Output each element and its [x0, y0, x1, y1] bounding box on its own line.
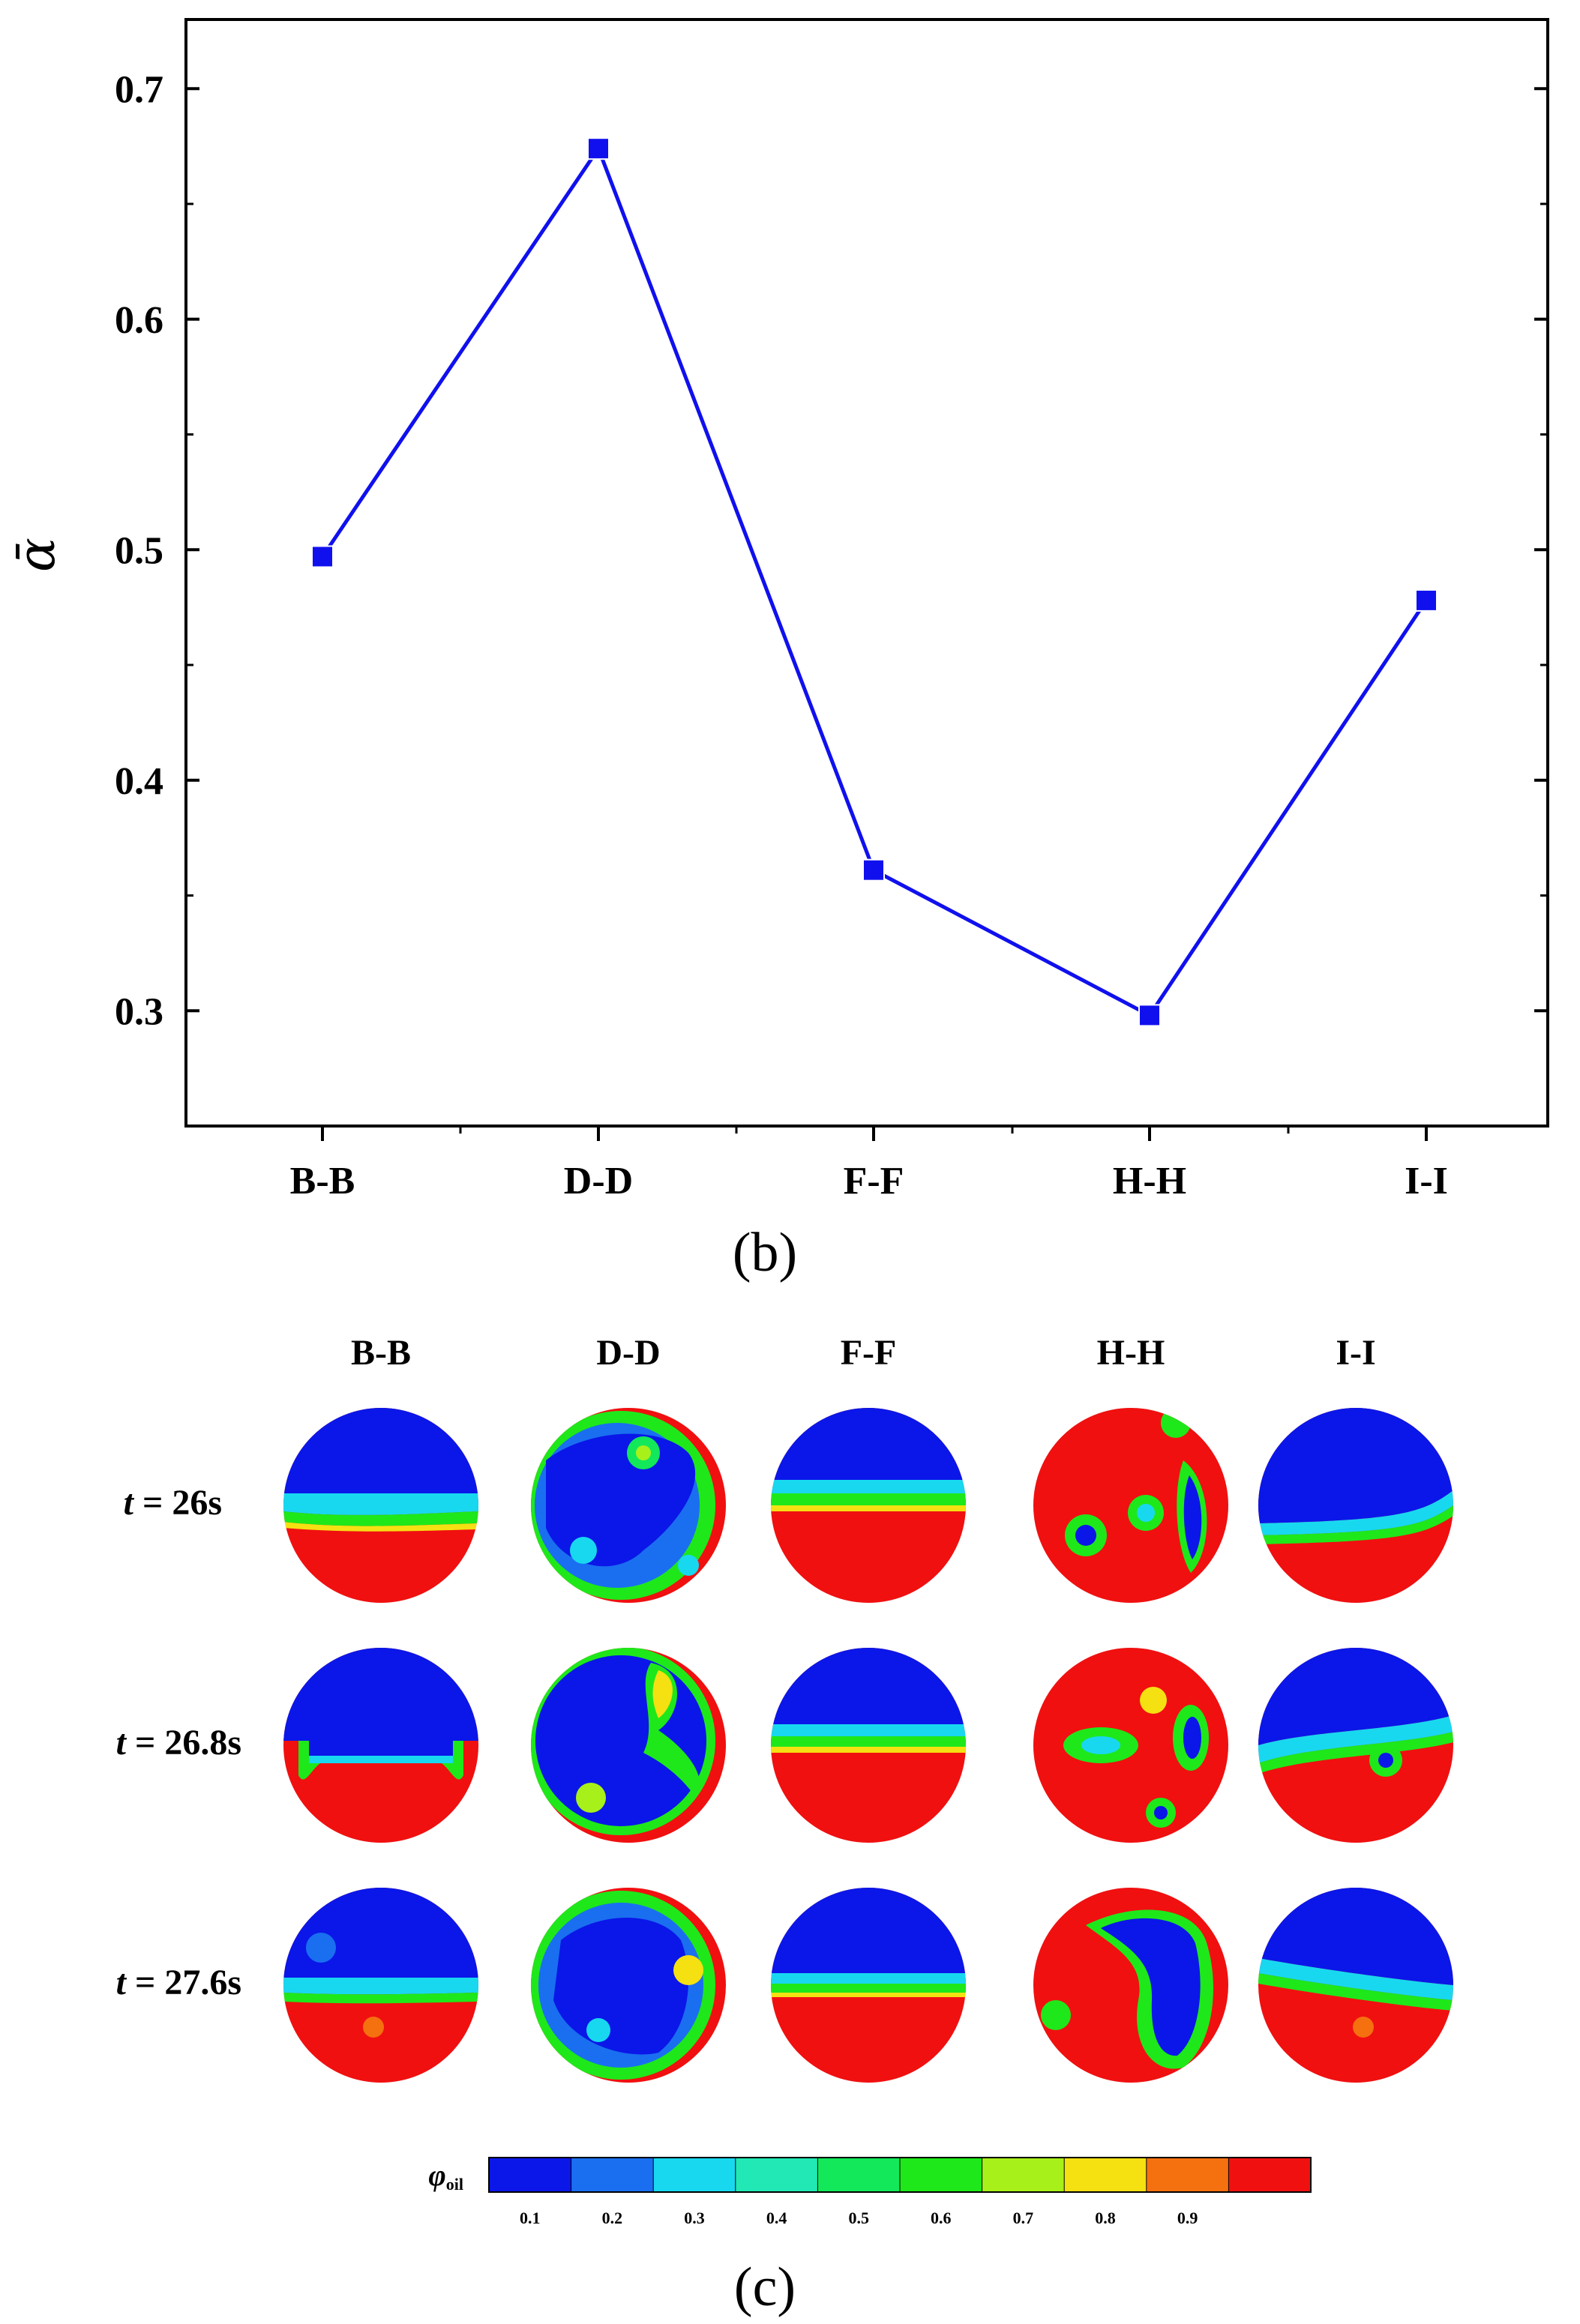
field-bb-t26-8: [283, 1648, 478, 1843]
column-label-hh: H-H: [1097, 1333, 1165, 1373]
row-label-t27-6: t = 27.6s: [116, 1963, 241, 2002]
y-tick-label: 0.7: [115, 68, 163, 111]
column-label-bb: B-B: [351, 1333, 411, 1373]
colorbar-label: φoil: [428, 2158, 463, 2194]
y-tick-label: 0.5: [115, 529, 163, 572]
field-hh-t26-8: [1033, 1648, 1228, 1843]
x-tick-label: B-B: [290, 1160, 355, 1202]
data-point-bb: [311, 545, 334, 568]
y-axis-label: ᾱ: [7, 538, 67, 572]
y-tick-label: 0.6: [115, 299, 163, 342]
colorbar-swatch: [1064, 2158, 1147, 2192]
colorbar-tick-label: 0.8: [1095, 2209, 1116, 2227]
field-ii-t27-6: [1258, 1888, 1453, 2083]
row-label-t26: t = 26s: [124, 1483, 222, 1523]
data-point-hh: [1138, 1004, 1161, 1027]
phase-contour-panel: B-B D-D F-F H-H I-I t = 26s t = 26.8s t …: [116, 1333, 1453, 2318]
data-point-ii: [1415, 588, 1438, 612]
colorbar-swatch: [571, 2158, 654, 2192]
colorbar-frame: [488, 2157, 1312, 2193]
colorbar-tick-label: 0.7: [1013, 2209, 1034, 2227]
y-axis: 0.3 0.4 0.5 0.6 0.7: [115, 68, 1548, 1033]
colorbar-swatch: [900, 2158, 983, 2192]
y-tick-label: 0.3: [115, 990, 163, 1033]
x-tick-label: D-D: [564, 1160, 633, 1202]
column-label-ii: I-I: [1336, 1333, 1375, 1373]
colorbar-swatch: [735, 2158, 818, 2192]
colorbar-tick-label: 0.5: [848, 2209, 869, 2227]
colorbar-swatch: [982, 2158, 1065, 2192]
colorbar-swatch: [1146, 2158, 1229, 2192]
colorbar-tick-label: 0.3: [684, 2209, 705, 2227]
field-ff-t26-8: [771, 1648, 966, 1843]
x-axis: B-B D-D F-F H-H I-I: [290, 1126, 1448, 1202]
field-hh-t26: [1033, 1408, 1228, 1603]
data-point-ff: [862, 858, 885, 882]
colorbar-tick-label: 0.1: [520, 2209, 541, 2227]
field-bb-t26: [283, 1408, 478, 1603]
colorbar-swatch: [1228, 2158, 1312, 2192]
row-label-t26-8: t = 26.8s: [116, 1723, 241, 1762]
column-label-ff: F-F: [841, 1333, 897, 1373]
y-tick-label: 0.4: [115, 760, 163, 803]
field-ff-t26: [771, 1408, 966, 1603]
colorbar-swatch: [817, 2158, 901, 2192]
colorbar-tick-label: 0.4: [766, 2209, 787, 2227]
colorbar: 0.1 0.2 0.3 0.4 0.5 0.6 0.7 0.8 0.9: [488, 2157, 1312, 2227]
field-bb-t27-6: [283, 1888, 478, 2083]
panel-label-b: (b): [733, 1222, 797, 1283]
field-ii-t26-8: [1258, 1648, 1453, 1843]
colorbar-swatch: [653, 2158, 736, 2192]
field-ii-t26: [1258, 1408, 1453, 1603]
field-dd-t26: [531, 1408, 726, 1603]
x-tick-label: H-H: [1113, 1160, 1186, 1202]
x-tick-label: F-F: [844, 1160, 904, 1202]
data-series: [311, 137, 1438, 1027]
colorbar-tick-label: 0.2: [602, 2209, 623, 2227]
line-chart: 0.3 0.4 0.5 0.6 0.7 B-B D-D F-F H-H I-I ᾱ (b): [7, 18, 1549, 1283]
plot-frame: [184, 18, 1549, 1128]
field-ff-t27-6: [771, 1888, 966, 2083]
series-line: [320, 144, 1429, 1018]
x-tick-label: I-I: [1405, 1160, 1448, 1202]
panel-label-c: (c): [734, 2257, 796, 2318]
colorbar-tick-label: 0.6: [931, 2209, 952, 2227]
field-dd-t26-8: [531, 1648, 726, 1843]
field-hh-t27-6: [1033, 1888, 1228, 2083]
field-dd-t27-6: [531, 1888, 726, 2083]
colorbar-tick-label: 0.9: [1177, 2209, 1198, 2227]
colorbar-swatch: [489, 2158, 572, 2192]
data-point-dd: [587, 137, 610, 160]
column-label-dd: D-D: [596, 1333, 660, 1373]
